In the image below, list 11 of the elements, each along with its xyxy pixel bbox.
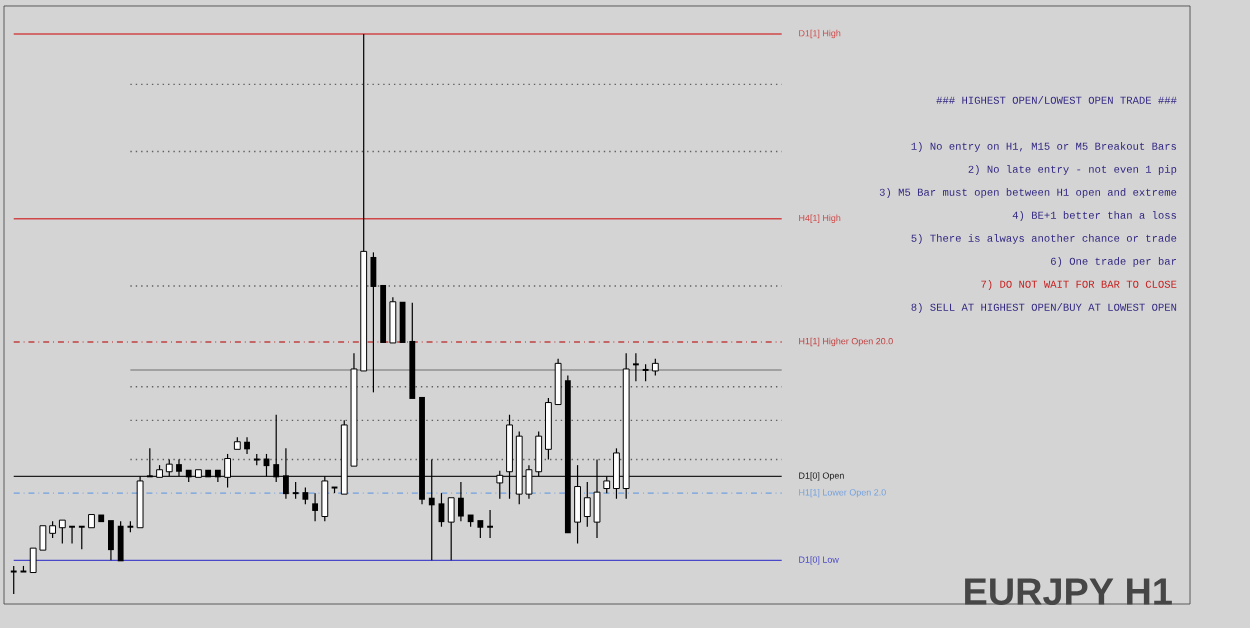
candlestick [273,414,280,483]
candlestick [496,470,504,500]
candlestick [428,458,435,561]
candlestick [487,509,493,539]
candlestick [108,520,114,561]
candlestick [632,352,639,382]
candlestick [10,565,17,595]
candlestick [399,301,406,343]
candlestick [283,447,289,500]
candlestick [136,475,144,529]
text: EURJPY H1 [965,578,1172,605]
